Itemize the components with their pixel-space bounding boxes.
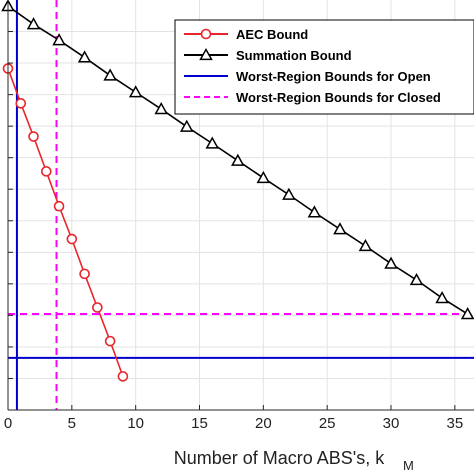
triangle-marker xyxy=(199,47,213,61)
triangle-marker xyxy=(333,222,347,235)
triangle-marker xyxy=(384,256,398,269)
legend-entry: Summation Bound xyxy=(184,47,352,63)
circle-marker xyxy=(41,166,52,177)
series-summation-bound xyxy=(1,0,474,320)
triangle-marker xyxy=(460,307,474,320)
x-tick-label: 10 xyxy=(127,415,144,432)
triangle-marker xyxy=(128,85,143,98)
x-tick-label: 15 xyxy=(191,415,208,432)
x-tick-label: 35 xyxy=(447,415,464,432)
triangle-marker xyxy=(358,238,373,252)
legend-label: AEC Bound xyxy=(236,27,308,42)
x-tick-label: 25 xyxy=(319,415,336,432)
circle-marker xyxy=(200,28,212,40)
x-axis-title-subscript: M xyxy=(403,458,414,473)
x-tick-label: 0 xyxy=(4,415,12,432)
circle-marker xyxy=(28,131,39,142)
data-series xyxy=(1,0,474,382)
triangle-marker xyxy=(52,33,66,46)
circle-marker xyxy=(15,98,27,109)
legend-entry: Worst-Region Bounds for Closed xyxy=(184,90,441,105)
triangle-marker xyxy=(179,119,194,132)
legend-entry: AEC Bound xyxy=(184,27,308,42)
legend: AEC Bound Summation Bound Worst-Region Bou… xyxy=(174,19,474,115)
triangle-marker xyxy=(282,187,296,200)
x-tick-label: 5 xyxy=(68,415,76,432)
circle-marker xyxy=(117,371,129,382)
triangle-marker xyxy=(26,17,41,30)
triangle-marker xyxy=(307,205,322,218)
triangle-marker xyxy=(409,272,424,286)
x-tick-labels: 0 5 10 15 20 25 30 35 xyxy=(4,31,464,432)
legend-label: Worst-Region Bounds for Closed xyxy=(236,90,441,105)
circle-marker xyxy=(104,335,116,347)
circle-marker xyxy=(92,302,103,313)
triangle-marker xyxy=(256,170,271,184)
legend-label: Summation Bound xyxy=(236,48,352,63)
x-tick-label: 20 xyxy=(255,415,272,432)
x-axis-title: Number of Macro ABS's, k xyxy=(174,448,386,468)
series-aec-bound xyxy=(2,63,129,382)
triangle-marker xyxy=(77,50,92,63)
circle-marker xyxy=(66,233,78,245)
circle-marker xyxy=(79,268,90,280)
legend-box xyxy=(174,19,474,115)
legend-label: Worst-Region Bounds for Open xyxy=(236,69,431,84)
x-tick-label: 30 xyxy=(383,415,400,432)
series-line xyxy=(7,68,124,377)
legend-entry: Worst-Region Bounds for Open xyxy=(184,69,431,84)
axes xyxy=(7,0,474,411)
triangle-marker xyxy=(154,102,168,115)
triangle-marker xyxy=(103,68,117,81)
circle-marker xyxy=(53,200,65,212)
triangle-marker xyxy=(435,291,449,304)
triangle-marker xyxy=(205,136,220,149)
triangle-marker xyxy=(231,153,245,166)
